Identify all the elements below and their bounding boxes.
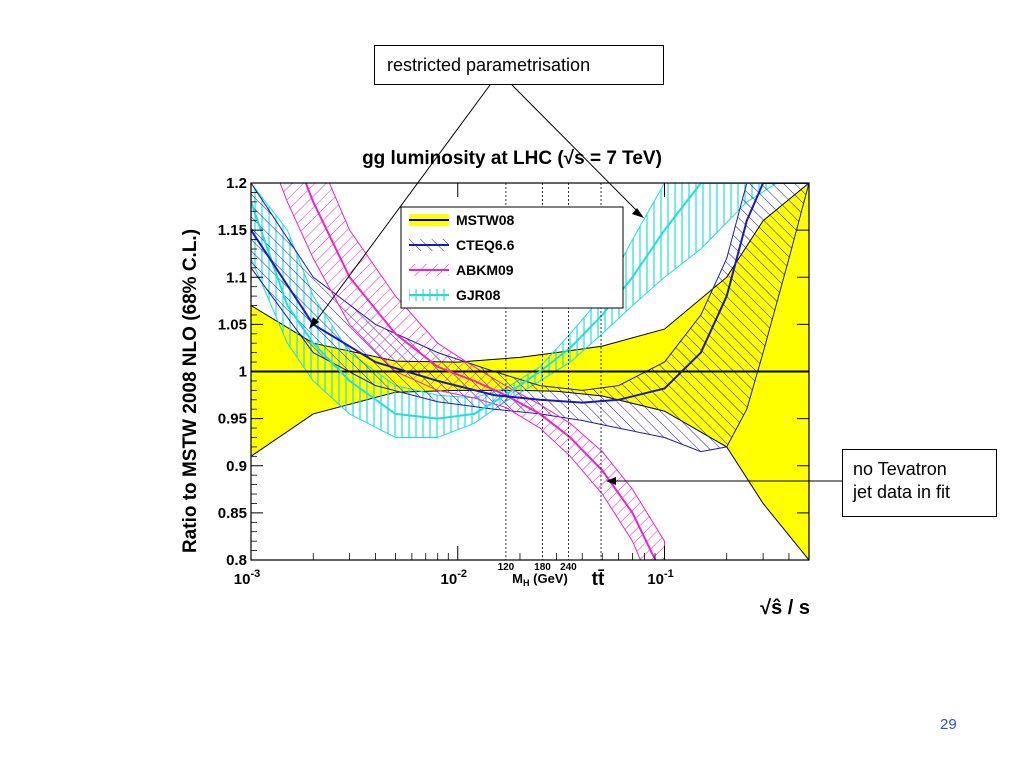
marker-label-3: 240 <box>560 562 577 573</box>
legend-label-abkm09: ABKM09 <box>456 262 514 278</box>
y-tick-label-3: 0.95 <box>218 411 247 428</box>
arrowhead-bottom <box>606 477 616 485</box>
axis-ticks: 120 180 240 tt̄ MH (GeV) 0.8 0.85 0.9 0.95 1 1.05 1… <box>218 175 810 590</box>
callout-restricted-parametrisation: restricted parametrisation <box>374 45 664 85</box>
callout-right-line2: jet data in fit <box>853 482 951 502</box>
y-tick-label-6: 1.1 <box>226 269 247 286</box>
legend-label-mstw08: MSTW08 <box>456 212 515 228</box>
y-tick-label-7: 1.15 <box>218 222 247 239</box>
line-gjr08 <box>251 183 809 420</box>
slide-number: 29 <box>940 716 957 733</box>
legend-label-cteq66: CTEQ6.6 <box>456 237 515 253</box>
y-tick-label-5: 1.05 <box>218 316 247 333</box>
chart-title: gg luminosity at LHC (√s = 7 TeV) <box>362 148 662 169</box>
x-tick-label-2: 10-1 <box>647 568 673 588</box>
x-tick-label-0: 10-3 <box>234 568 260 588</box>
callout-no-tevatron: no Tevatron jet data in fit <box>842 449 997 517</box>
line-cteq66 <box>251 183 809 404</box>
marker-label-4: tt̄ <box>592 569 605 590</box>
arrowhead-left <box>309 317 319 329</box>
callout-right-line1: no Tevatron <box>853 459 947 479</box>
callout-top-pointer-left <box>312 84 491 326</box>
callout-top-pointer-right <box>511 84 641 215</box>
line-abkm09 <box>304 183 657 560</box>
arrowhead-right <box>632 208 644 218</box>
y-tick-label-1: 0.85 <box>218 505 247 522</box>
plot-area <box>251 183 809 560</box>
marker-label-1: 120 <box>498 562 515 573</box>
y-tick-label-0: 0.8 <box>226 552 247 569</box>
x-axis-label: √ŝ / s <box>760 597 810 619</box>
x-tick-label-1: 10-2 <box>441 568 467 588</box>
y-tick-label-8: 1.2 <box>226 175 247 192</box>
y-tick-label-4: 1 <box>239 364 247 381</box>
y-axis-label: Ratio to MSTW 2008 NLO (68% C.L.) <box>180 229 201 553</box>
legend-label-gjr08: GJR08 <box>456 287 501 303</box>
marker-label-2: 180 <box>534 562 551 573</box>
y-tick-label-2: 0.9 <box>226 458 247 475</box>
marker-axis-label: MH (GeV) <box>512 571 568 588</box>
legend: MSTW08 CTEQ6.6 ABKM09 GJR08 <box>400 206 624 309</box>
